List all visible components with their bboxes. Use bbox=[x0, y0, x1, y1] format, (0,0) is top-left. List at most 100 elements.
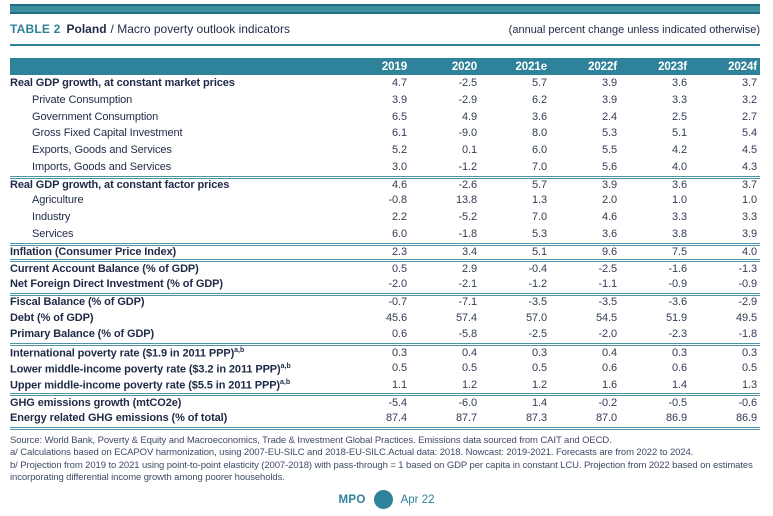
row-value: 1.3 bbox=[742, 378, 757, 391]
row-label: Agriculture bbox=[32, 194, 84, 207]
row-value: 7.5 bbox=[672, 246, 687, 259]
row-value: 0.3 bbox=[672, 346, 687, 359]
row-value: 3.4 bbox=[462, 246, 477, 259]
row-value: -2.0 bbox=[598, 328, 617, 341]
row-value: 1.0 bbox=[742, 194, 757, 207]
row-value: -2.0 bbox=[388, 278, 407, 291]
row-value: 3.6 bbox=[672, 179, 687, 192]
row-value: 2.9 bbox=[462, 262, 477, 275]
row-value: -2.5 bbox=[458, 77, 477, 90]
row-value: 0.5 bbox=[532, 361, 547, 374]
table-row: Net Foreign Direct Investment (% of GDP)… bbox=[10, 276, 760, 293]
table-header-row: 2019 2020 2021e 2022f 2023f 2024f bbox=[10, 58, 760, 75]
row-value: 87.3 bbox=[525, 412, 547, 425]
column-header-year: 2020 bbox=[451, 60, 477, 73]
title-divider bbox=[10, 44, 760, 46]
row-value: -3.5 bbox=[598, 296, 617, 309]
row-value: -1.1 bbox=[598, 278, 617, 291]
row-value: -0.7 bbox=[388, 296, 407, 309]
row-value: 0.6 bbox=[672, 361, 687, 374]
row-value: -3.5 bbox=[528, 296, 547, 309]
row-label: Real GDP growth, at constant factor pric… bbox=[10, 179, 230, 192]
row-value: 3.8 bbox=[672, 227, 687, 240]
row-value: -2.9 bbox=[738, 296, 757, 309]
table-row: Energy related GHG emissions (% of total… bbox=[10, 410, 760, 427]
row-value: 4.0 bbox=[742, 246, 757, 259]
table-row: Real GDP growth, at constant factor pric… bbox=[10, 175, 760, 193]
row-value: 2.4 bbox=[602, 110, 617, 123]
row-value: -0.2 bbox=[598, 396, 617, 409]
row-value: 6.1 bbox=[392, 127, 407, 140]
top-accent-bar bbox=[10, 4, 760, 14]
table-row: Private Consumption 3.9 -2.9 6.2 3.9 3.3 3.2 bbox=[10, 92, 760, 109]
table-row: Current Account Balance (% of GDP) 0.5 2.9… bbox=[10, 259, 760, 276]
row-value: 6.0 bbox=[532, 144, 547, 157]
column-header-year: 2024f bbox=[728, 60, 757, 73]
row-value: 86.9 bbox=[665, 412, 687, 425]
row-value: -0.9 bbox=[738, 278, 757, 291]
row-value: -0.6 bbox=[738, 396, 757, 409]
page-content: TABLE 2 Poland / Macro poverty outlook i… bbox=[10, 22, 760, 485]
row-label: Real GDP growth, at constant market pric… bbox=[10, 77, 235, 90]
row-label: Exports, Goods and Services bbox=[32, 144, 172, 157]
footnotes-block: Source: World Bank, Poverty & Equity and… bbox=[10, 435, 760, 485]
mpo-label: MPO bbox=[338, 493, 366, 506]
row-value: 3.6 bbox=[602, 227, 617, 240]
row-value: 0.6 bbox=[602, 361, 617, 374]
table-row: GHG emissions growth (mtCO2e) -5.4 -6.0 1.4… bbox=[10, 393, 760, 410]
row-value: 1.2 bbox=[462, 378, 477, 391]
row-value: -9.0 bbox=[458, 127, 477, 140]
row-value: -5.2 bbox=[458, 211, 477, 224]
row-value: 3.3 bbox=[672, 211, 687, 224]
column-header-year: 2023f bbox=[658, 60, 687, 73]
row-value: -0.8 bbox=[388, 194, 407, 207]
row-value: 3.9 bbox=[602, 179, 617, 192]
row-value: 5.3 bbox=[532, 227, 547, 240]
row-value: -1.3 bbox=[738, 262, 757, 275]
row-value: 5.3 bbox=[602, 127, 617, 140]
row-label: Imports, Goods and Services bbox=[32, 160, 172, 173]
table-row: Real GDP growth, at constant market pric… bbox=[10, 75, 760, 92]
row-value: 3.6 bbox=[672, 77, 687, 90]
mpo-logo-circle bbox=[373, 490, 393, 509]
row-value: 4.5 bbox=[742, 144, 757, 157]
row-value: -2.6 bbox=[458, 179, 477, 192]
table-row: Inflation (Consumer Price Index) 2.3 3.4 5.… bbox=[10, 242, 760, 260]
row-label: Lower middle-income poverty rate ($3.2 i… bbox=[10, 362, 291, 376]
row-value: 87.0 bbox=[595, 412, 617, 425]
indicators-table: 2019 2020 2021e 2022f 2023f 2024f Real GDP gr… bbox=[10, 58, 760, 430]
row-label: Upper middle-income poverty rate ($5.5 i… bbox=[10, 379, 291, 392]
table-bottom-divider bbox=[10, 426, 760, 430]
row-value: 0.4 bbox=[462, 346, 477, 359]
row-value: 0.5 bbox=[462, 361, 477, 374]
table-row: Fiscal Balance (% of GDP) -0.7 -7.1 -3.5 -3.… bbox=[10, 292, 760, 310]
row-value: 3.0 bbox=[392, 160, 407, 173]
row-value: 4.9 bbox=[462, 110, 477, 123]
row-value: 3.7 bbox=[742, 179, 757, 192]
row-value: 2.3 bbox=[392, 246, 407, 259]
row-value: 1.3 bbox=[532, 194, 547, 207]
row-value: 1.2 bbox=[532, 378, 547, 391]
column-header-year: 2021e bbox=[515, 60, 548, 73]
row-value: 1.4 bbox=[532, 396, 547, 409]
table-row: Government Consumption 6.5 4.9 3.6 2.4 2.5 2.7 bbox=[10, 109, 760, 126]
row-value: -0.9 bbox=[668, 278, 687, 291]
row-value: 51.9 bbox=[665, 311, 687, 324]
row-value: 0.3 bbox=[532, 346, 547, 359]
edition-date: Apr 22 bbox=[400, 493, 435, 506]
row-value: 7.0 bbox=[532, 211, 547, 224]
row-value: -5.4 bbox=[388, 396, 407, 409]
table-row: Exports, Goods and Services 5.2 0.1 6.0 5.5 4… bbox=[10, 142, 760, 159]
row-value: 7.0 bbox=[532, 160, 547, 173]
row-value: 86.9 bbox=[735, 412, 757, 425]
row-value: 3.3 bbox=[672, 93, 687, 106]
row-value: 1.0 bbox=[672, 194, 687, 207]
row-value: 4.0 bbox=[672, 160, 687, 173]
row-value: 0.6 bbox=[392, 328, 407, 341]
row-label: Primary Balance (% of GDP) bbox=[10, 328, 155, 341]
row-value: 1.1 bbox=[392, 378, 407, 391]
row-value: 57.0 bbox=[525, 311, 547, 324]
row-value: 4.7 bbox=[392, 77, 407, 90]
row-value: -5.8 bbox=[458, 328, 477, 341]
row-value: 0.1 bbox=[462, 144, 477, 157]
